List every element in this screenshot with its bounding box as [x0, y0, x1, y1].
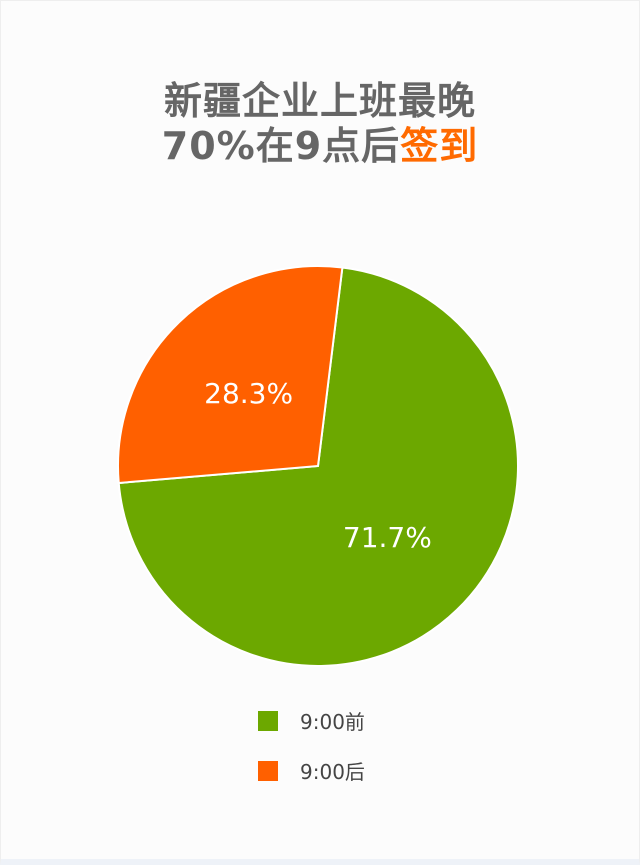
chart-title-line2: 70%在9点后签到: [0, 124, 640, 168]
legend-label-before: 9:00前: [300, 710, 365, 734]
slice-label-0: 71.7%: [343, 521, 432, 554]
title-prefix: 70%在9点后: [161, 124, 401, 168]
legend-label-after: 9:00后: [300, 760, 365, 784]
legend-swatch-before: [258, 710, 278, 731]
pie-slice-1: [117, 265, 344, 485]
slice-label-1: 28.3%: [204, 377, 293, 410]
legend-item-after: 9:00后: [258, 756, 365, 785]
legend-swatch-after: [258, 760, 278, 781]
title-highlight: 签到: [400, 124, 479, 168]
legend-item-before: 9:00前: [258, 706, 365, 735]
chart-title-line1: 新疆企业上班最晚: [163, 79, 476, 123]
